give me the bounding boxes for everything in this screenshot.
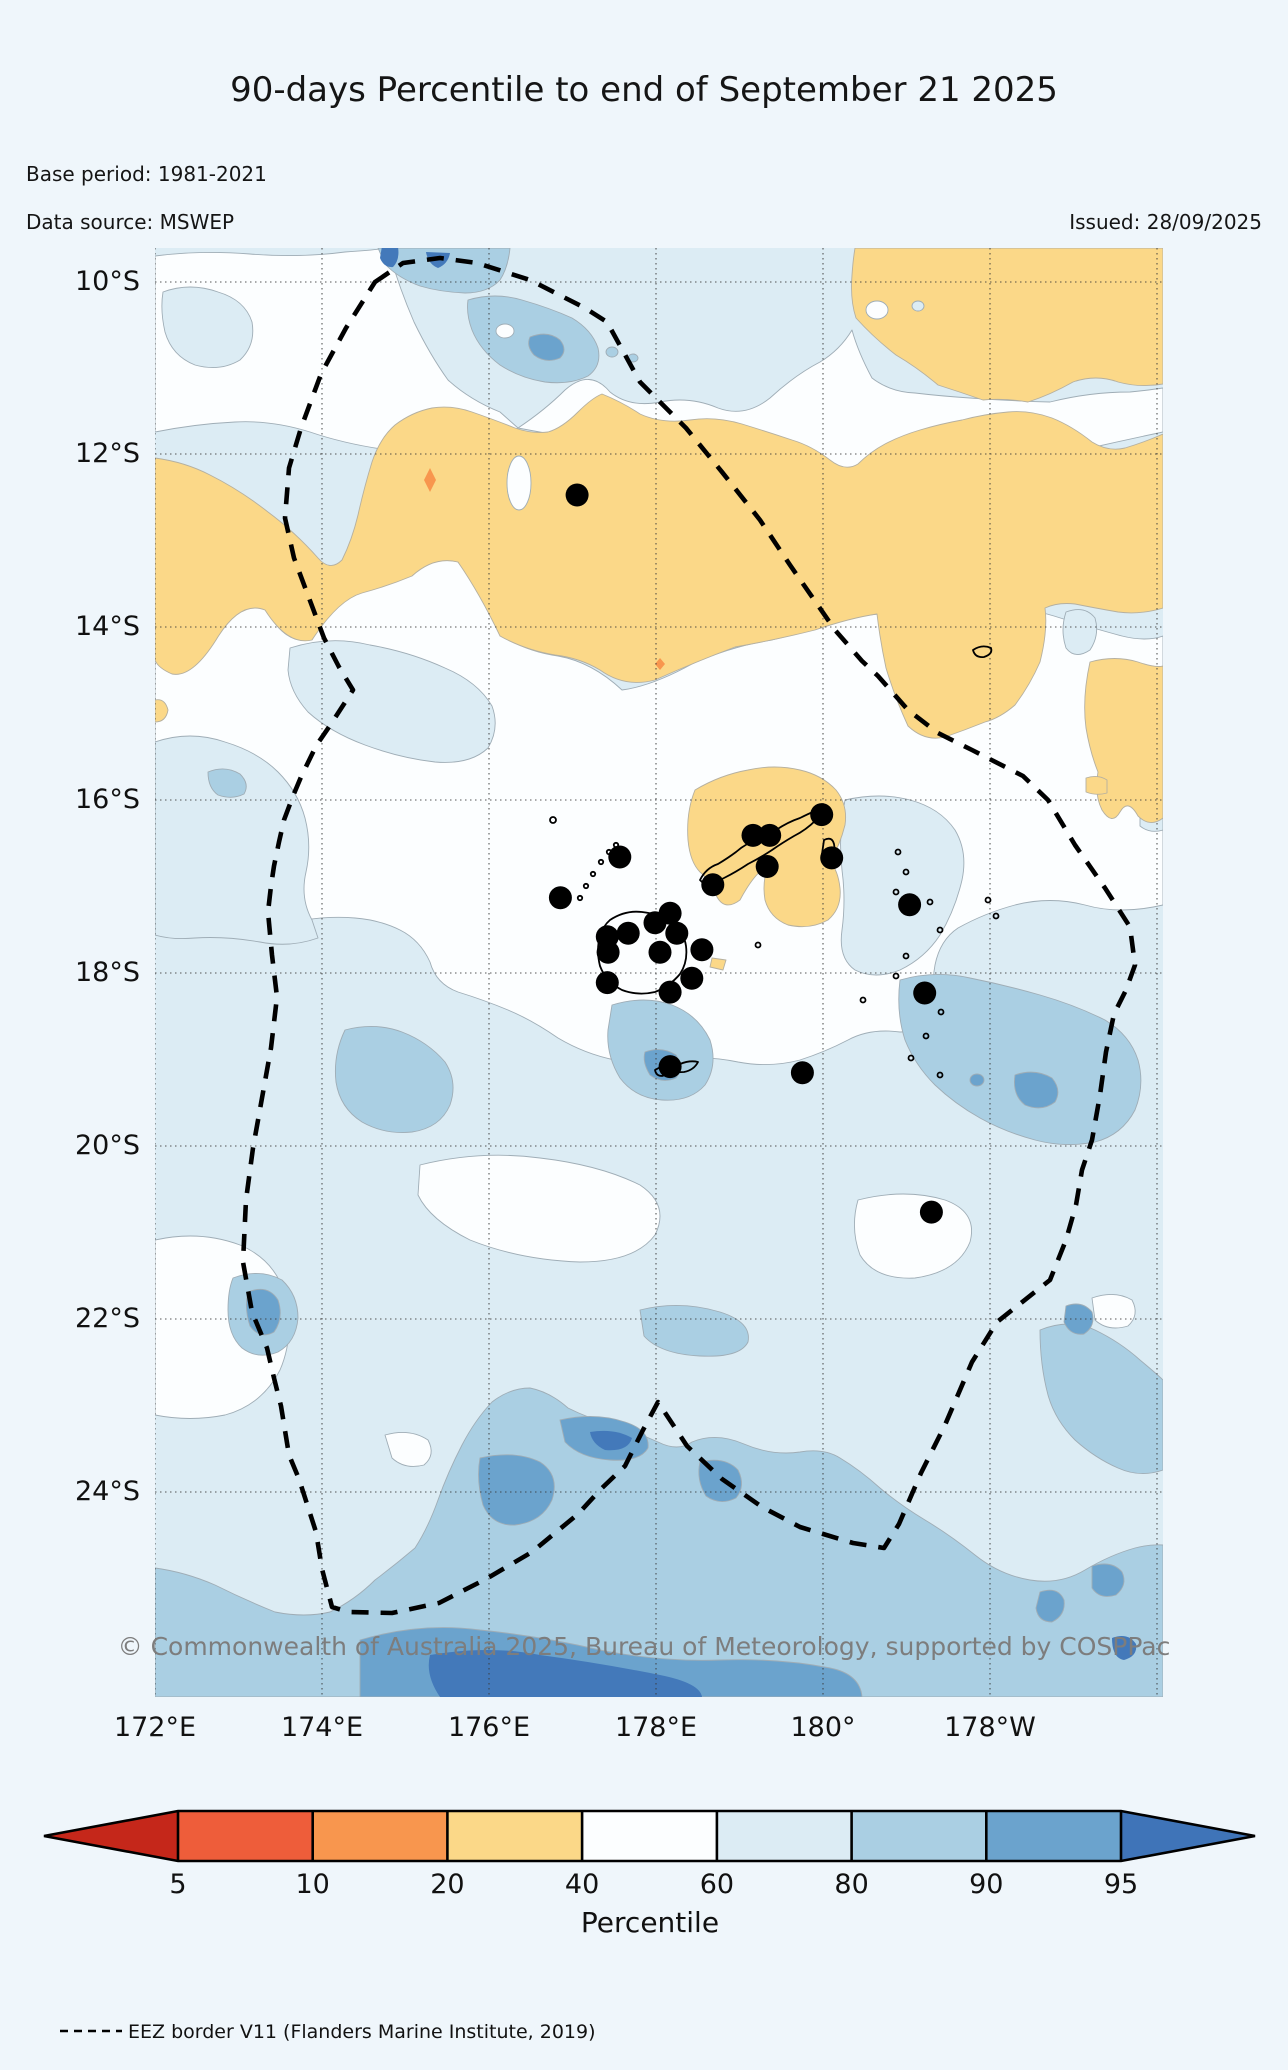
ytick-20s: 20°S [75, 1130, 140, 1161]
base-period-label: Base period: 1981-2021 [26, 162, 267, 186]
graticule [155, 248, 1163, 1697]
xtick-178w: 178°W [944, 1712, 1036, 1743]
cbar-tick-20: 20 [430, 1869, 465, 1900]
ytick-12s: 12°S [75, 438, 140, 469]
station-dot [658, 980, 682, 1004]
station-dot [820, 846, 844, 870]
cbar-tick-90: 90 [969, 1869, 1004, 1900]
station-dot [565, 483, 589, 507]
station-dot [665, 921, 689, 945]
cbar-tick-5: 5 [169, 1869, 187, 1900]
station-dot [810, 803, 834, 827]
station-dots [548, 483, 943, 1224]
station-dot [755, 855, 779, 878]
ytick-24s: 24°S [75, 1476, 140, 1507]
station-dot [741, 823, 765, 847]
station-dot [648, 940, 672, 964]
station-dot [548, 886, 572, 910]
station-dot [595, 971, 619, 995]
xtick-178e: 178°E [614, 1712, 698, 1743]
cbar-tick-40: 40 [564, 1869, 600, 1900]
station-dot [658, 1055, 682, 1079]
station-dot [919, 1200, 943, 1224]
station-dot [690, 938, 714, 962]
xtick-174e: 174°E [280, 1712, 364, 1743]
cbar-tick-10: 10 [295, 1869, 330, 1900]
station-dot [608, 845, 632, 869]
station-dot [680, 966, 704, 990]
xtick-172e: 172°E [113, 1712, 197, 1743]
colorbar-title: Percentile [580, 1906, 720, 1939]
ytick-10s: 10°S [75, 266, 140, 297]
ytick-22s: 22°S [75, 1303, 140, 1334]
page-title: 90-days Percentile to end of September 2… [230, 70, 1058, 110]
eez-border-path [240, 255, 1138, 1616]
station-dot [701, 873, 725, 897]
station-dot [913, 981, 937, 1005]
copyright-watermark: © Commonwealth of Australia 2025, Bureau… [117, 1632, 1171, 1661]
colorbar [43, 1809, 1256, 1863]
eez-legend-label: EEZ border V11 (Flanders Marine Institut… [128, 2021, 596, 2043]
station-dot [758, 823, 782, 847]
station-dot [790, 1061, 814, 1085]
station-dot [643, 911, 667, 935]
ytick-18s: 18°S [75, 957, 140, 988]
issued-label: Issued: 28/09/2025 [1069, 210, 1262, 234]
cbar-tick-60: 60 [699, 1869, 735, 1900]
ytick-14s: 14°S [75, 611, 140, 642]
xtick-180: 180° [790, 1712, 856, 1743]
cbar-tick-80: 80 [834, 1869, 869, 1900]
xtick-176e: 176°E [447, 1712, 531, 1743]
cbar-tick-95: 95 [1103, 1869, 1139, 1900]
station-dot [596, 940, 620, 964]
data-source-label: Data source: MSWEP [26, 210, 235, 234]
ytick-16s: 16°S [75, 784, 140, 815]
map-contours [155, 248, 1163, 1697]
station-dot [616, 921, 640, 945]
station-dot [898, 893, 922, 917]
